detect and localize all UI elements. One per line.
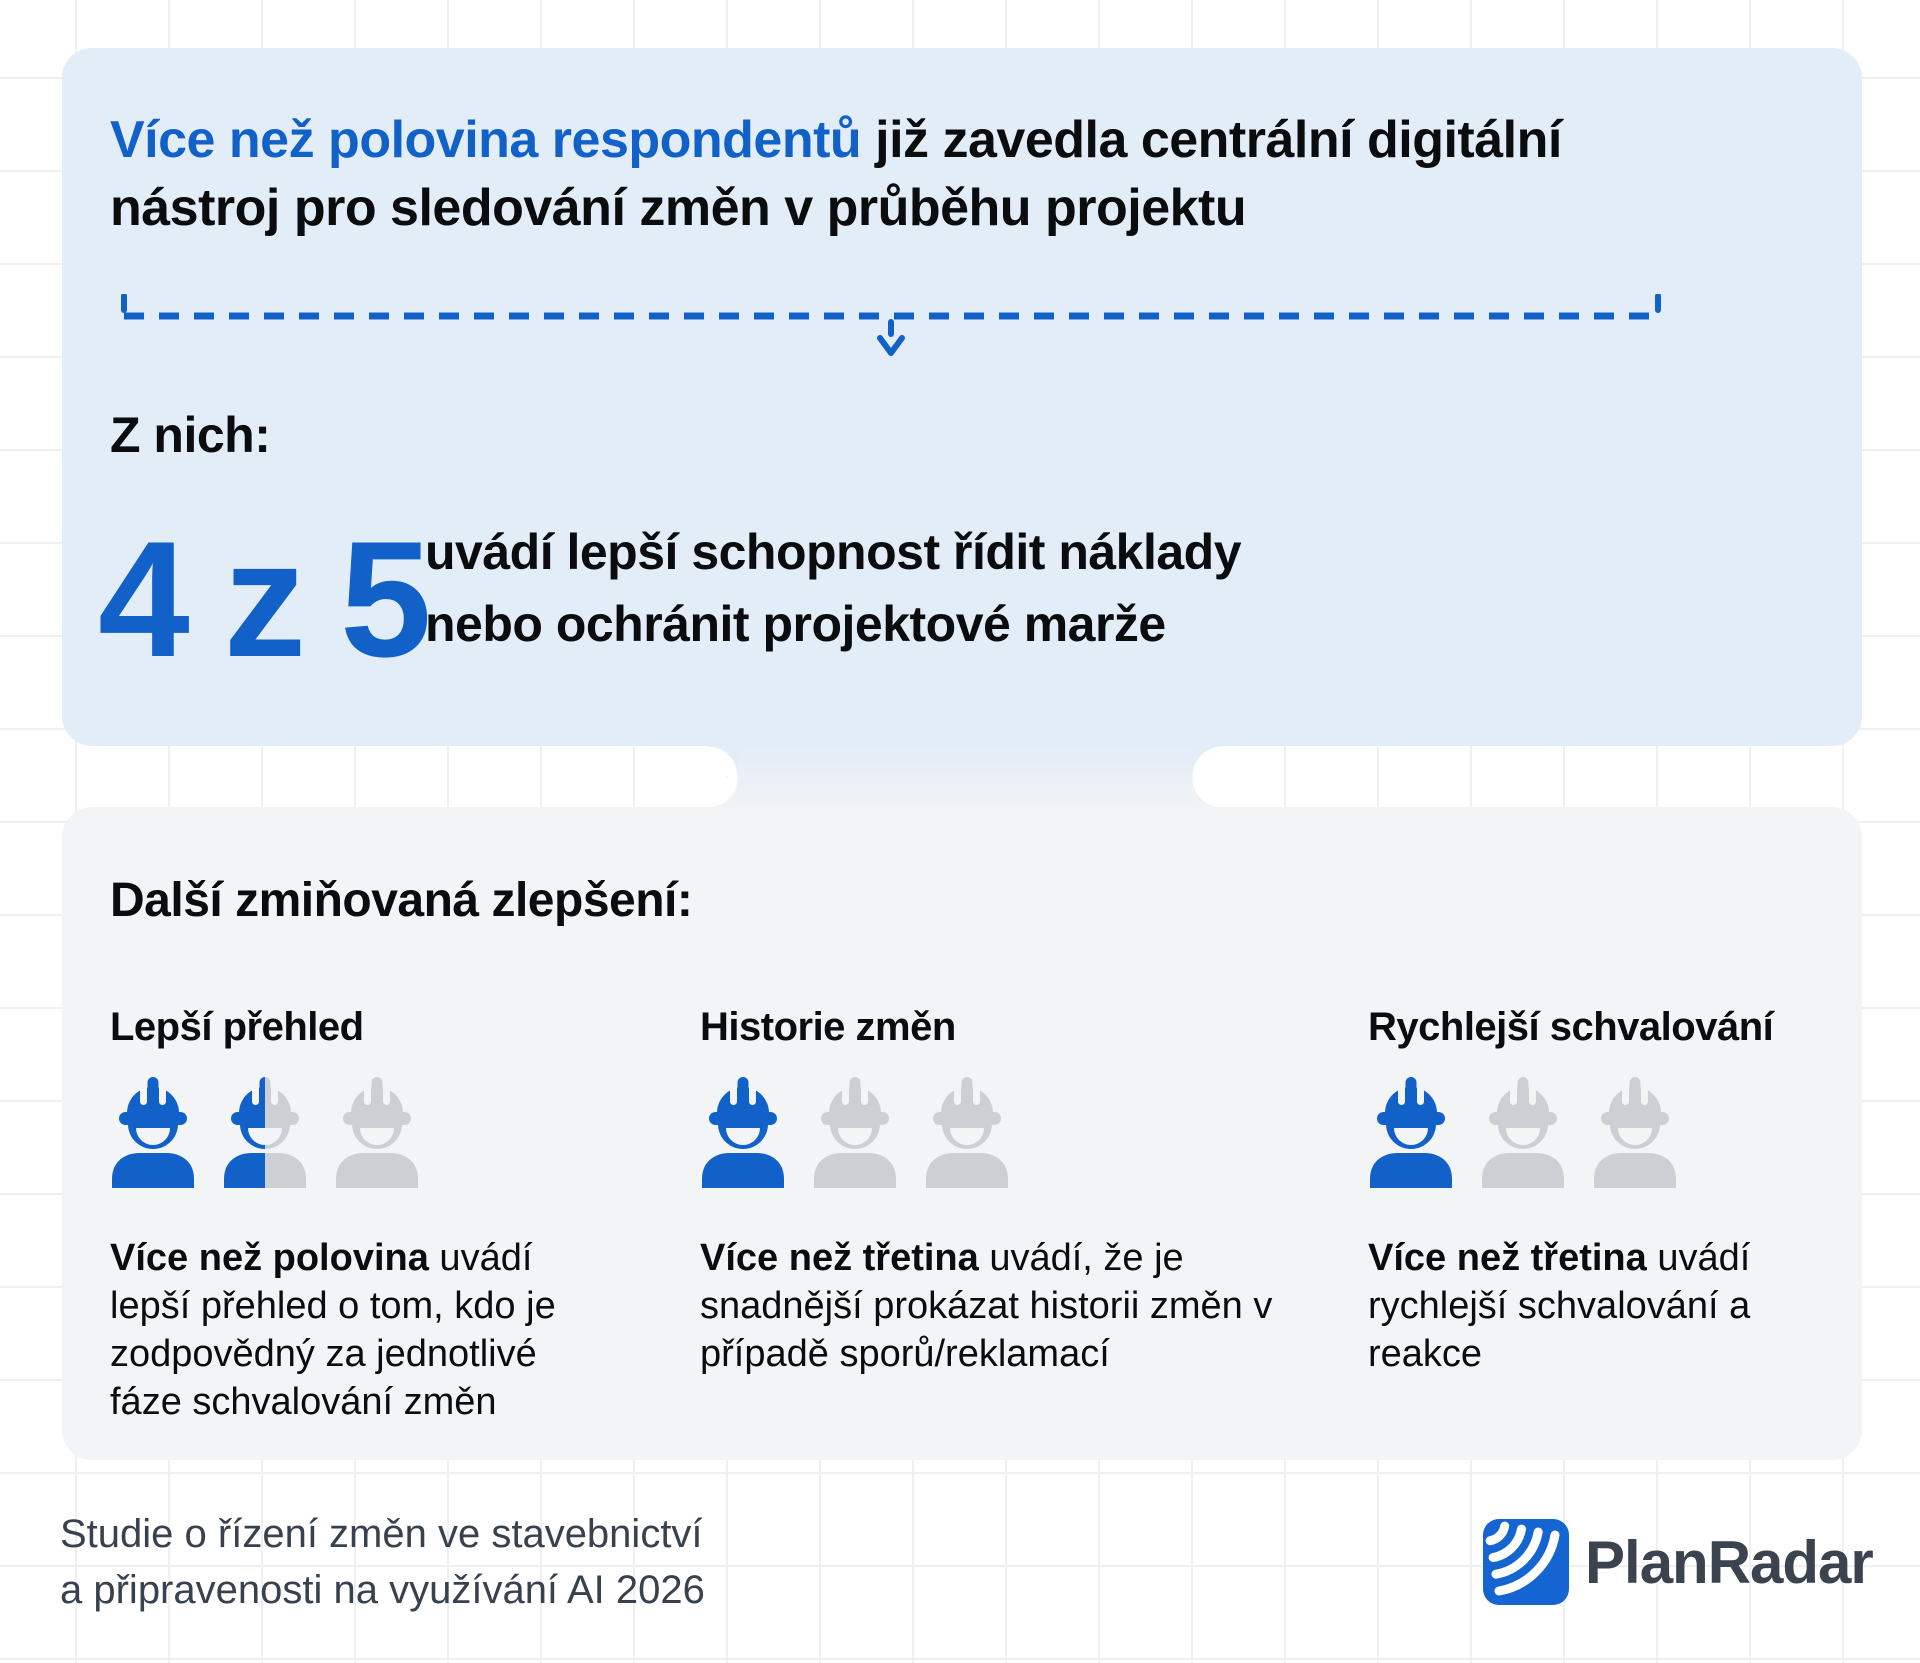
improvement-column-approvals: Rychlejší schvalování Více než třetina u… bbox=[1368, 1005, 1822, 1426]
planradar-logo: PlanRadar bbox=[1483, 1519, 1874, 1605]
planradar-logo-wordmark: PlanRadar bbox=[1585, 1528, 1874, 1596]
connector-fillet bbox=[1192, 746, 1222, 776]
hero-card: Více než polovina respondentů již zavedl… bbox=[62, 48, 1862, 746]
improvements-card: Další zmiňovaná zlepšení: Lepší přehled … bbox=[62, 807, 1862, 1460]
column-text: Více než třetina uvádí, že je snadnější … bbox=[700, 1237, 1273, 1375]
column-heading: Lepší přehled bbox=[110, 1005, 364, 1049]
hero-title-rest: již zavedla centrální digitální bbox=[861, 111, 1562, 169]
worker-icons-row bbox=[1368, 1076, 1822, 1188]
connector-fillet bbox=[708, 778, 738, 808]
stat-intro-label: Z nich: bbox=[110, 407, 271, 463]
worker-icons-row bbox=[700, 1076, 1368, 1188]
dashed-connector-line bbox=[121, 294, 1661, 356]
hero-title: Více než polovina respondentů již zavedl… bbox=[110, 106, 1790, 242]
worker-icon bbox=[812, 1076, 898, 1188]
improvements-columns: Lepší přehled Více než polovina uvádí le… bbox=[110, 1005, 1822, 1426]
hero-title-line2: nástroj pro sledování změn v průběhu pro… bbox=[110, 179, 1247, 237]
worker-icon bbox=[1368, 1076, 1454, 1188]
improvement-column-history: Historie změn Více než třetina uvádí, že… bbox=[700, 1005, 1368, 1426]
improvement-column-overview: Lepší přehled Více než polovina uvádí le… bbox=[110, 1005, 700, 1426]
column-heading: Historie změn bbox=[700, 1005, 956, 1049]
worker-icon bbox=[700, 1076, 786, 1188]
worker-icons-row bbox=[110, 1076, 700, 1188]
planradar-logo-icon bbox=[1483, 1519, 1569, 1605]
worker-icon bbox=[222, 1076, 308, 1188]
column-text: Více než polovina uvádí lepší přehled o … bbox=[110, 1237, 556, 1423]
worker-icon bbox=[110, 1076, 196, 1188]
stat-value: 4 z 5 bbox=[98, 507, 432, 691]
worker-icon bbox=[1592, 1076, 1678, 1188]
connector-fillet bbox=[708, 746, 738, 776]
column-heading: Rychlejší schvalování bbox=[1368, 1005, 1774, 1049]
hero-title-highlight: Více než polovina respondentů bbox=[110, 111, 862, 169]
stat-description: uvádí lepší schopnost řídit náklady nebo … bbox=[425, 524, 1242, 652]
column-text: Více než třetina uvádí rychlejší schvalo… bbox=[1368, 1237, 1751, 1375]
card-connector bbox=[738, 744, 1192, 809]
connector-fillet bbox=[1192, 778, 1222, 808]
worker-icon bbox=[924, 1076, 1010, 1188]
improvements-title: Další zmiňovaná zlepšení: bbox=[110, 874, 693, 927]
source-note: Studie o řízení změn ve stavebnictví a př… bbox=[60, 1512, 705, 1612]
worker-icon bbox=[1480, 1076, 1566, 1188]
worker-icon bbox=[334, 1076, 420, 1188]
down-arrow-icon bbox=[877, 319, 905, 356]
